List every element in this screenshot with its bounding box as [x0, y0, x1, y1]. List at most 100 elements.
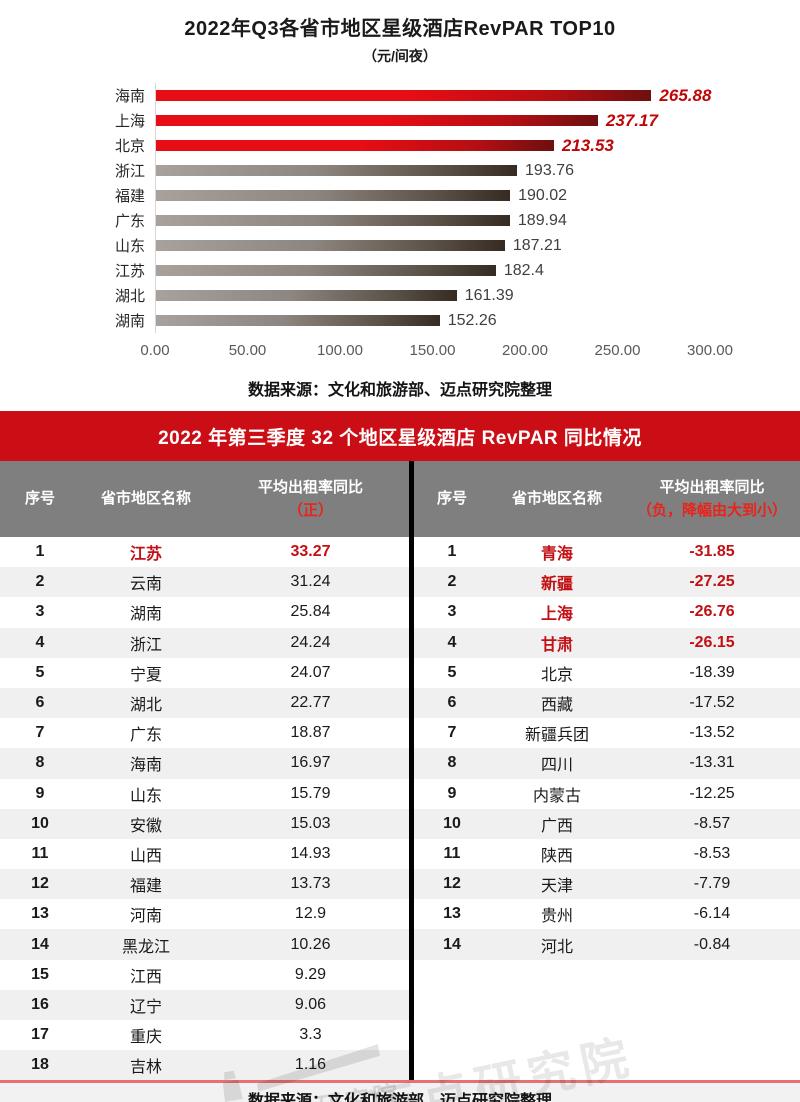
row-value: -27.25: [689, 573, 735, 591]
table-section-banner: 2022 年第三季度 32 个地区星级酒店 RevPAR 同比情况: [0, 411, 800, 461]
row-region-name: 内蒙古: [532, 787, 581, 805]
header-value: 平均出租率同比 （正）: [212, 461, 409, 537]
bar-value-label: 187.21: [512, 236, 562, 254]
row-index: 5: [447, 663, 457, 681]
table-row: 16 辽宁 9.06: [0, 989, 409, 1020]
row-value: 24.24: [290, 633, 331, 651]
row-value: -26.76: [689, 603, 735, 621]
table-row: 10 广西 -8.57: [414, 808, 800, 839]
bar-chart: 海南 265.88 上海 237.17 北京 213.53 浙江 193.76 福建 190.02…: [0, 83, 800, 333]
bar: [156, 90, 652, 101]
bar-row: 湖南 152.26: [0, 308, 800, 333]
positive-change-table: 序号 省市地区名称 平均出租率同比 （正） 1 江苏 33.27 2 云南 31.24 3 湖…: [0, 461, 409, 1081]
table-row: 17 重庆 3.3: [0, 1020, 409, 1050]
bar-row: 湖北 161.39: [0, 283, 800, 308]
header-value-sub: （负，降幅由大到小）: [636, 502, 787, 519]
revpar-top10-chart-section: 2022年Q3各省市地区星级酒店RevPAR TOP10 （元/间夜） 海南 26…: [0, 0, 800, 400]
row-value: 25.84: [290, 603, 331, 621]
row-index: 2: [447, 573, 457, 591]
bar-row: 北京 213.53: [0, 133, 800, 158]
row-region-name: 河北: [540, 938, 573, 956]
row-region-name: 广西: [540, 817, 573, 835]
chart-title: 2022年Q3各省市地区星级酒店RevPAR TOP10: [184, 18, 616, 40]
row-index: 13: [31, 905, 49, 923]
table-row: 5 宁夏 24.07: [0, 658, 409, 688]
table-row: 9 内蒙古 -12.25: [414, 779, 800, 809]
row-index: 8: [35, 754, 45, 772]
table-row: 5 北京 -18.39: [414, 658, 800, 688]
bar-track: 237.17: [155, 108, 715, 133]
table-row: 1 青海 -31.85: [414, 537, 800, 567]
row-value: 14.93: [290, 844, 331, 862]
row-region-name: 福建: [129, 878, 162, 896]
bar-value-label: 237.17: [605, 110, 658, 130]
row-region-name: 江苏: [129, 546, 162, 564]
page-footer: 数据来源：文化和旅游部、迈点研究院整理: [0, 1083, 800, 1102]
table-row: 1 江苏 33.27: [0, 537, 409, 567]
row-region-name: 浙江: [129, 636, 162, 654]
row-region-name: 新疆兵团: [524, 727, 589, 745]
row-region-name: 湖南: [129, 606, 162, 624]
negative-change-table: 序号 省市地区名称 平均出租率同比 （负，降幅由大到小） 1 青海 -31.85 2 新…: [414, 461, 800, 1081]
footer-source-note: 数据来源：文化和旅游部、迈点研究院整理: [247, 1093, 552, 1102]
row-value: -0.84: [693, 935, 731, 953]
row-value: 12.9: [294, 905, 327, 923]
row-value: 9.29: [294, 965, 327, 983]
row-index: 2: [35, 573, 45, 591]
row-value: 13.73: [290, 875, 331, 893]
row-region-name: 黑龙江: [121, 938, 170, 956]
header-index: 序号: [24, 490, 55, 508]
bar-category-label: 福建: [114, 188, 145, 205]
bar: [156, 315, 440, 326]
row-value: -8.53: [693, 844, 731, 862]
row-value: -6.14: [693, 905, 731, 923]
bar-track: 182.4: [155, 258, 715, 283]
bar-value-label: 182.4: [503, 261, 544, 279]
table-row: 12 福建 13.73: [0, 869, 409, 900]
x-axis-tick: 100.00: [317, 342, 363, 359]
bar-track: 265.88: [155, 83, 715, 108]
bar-value-label: 161.39: [464, 286, 514, 304]
bottom-accent-line: [0, 1080, 800, 1084]
row-index: 18: [31, 1056, 49, 1074]
positive-table-header: 序号 省市地区名称 平均出租率同比 （正）: [0, 461, 409, 537]
row-region-name: 山东: [129, 787, 162, 805]
x-axis-tick: 300.00: [687, 342, 733, 359]
bar-track: 189.94: [155, 208, 715, 233]
table-row: 2 云南 31.24: [0, 567, 409, 598]
table-row: 10 安徽 15.03: [0, 808, 409, 839]
row-index: 15: [31, 965, 49, 983]
row-region-name: 宁夏: [129, 666, 162, 684]
row-region-name: 湖北: [129, 697, 162, 715]
row-index: 1: [447, 543, 457, 561]
row-value: -12.25: [689, 784, 735, 802]
bar: [156, 290, 457, 301]
row-region-name: 上海: [540, 606, 573, 624]
row-value: -7.79: [693, 875, 731, 893]
table-row: 3 湖南 25.84: [0, 597, 409, 627]
bar-category-label: 广东: [114, 213, 145, 230]
row-index: 12: [443, 875, 461, 893]
row-index: 3: [35, 603, 45, 621]
row-value: 24.07: [290, 663, 331, 681]
bar-track: 152.26: [155, 308, 715, 333]
row-region-name: 新疆: [540, 576, 573, 594]
row-index: 14: [31, 935, 49, 953]
table-row: 14 河北 -0.84: [414, 929, 800, 960]
table-row: 4 浙江 24.24: [0, 627, 409, 658]
row-index: 11: [31, 844, 49, 862]
row-value: 16.97: [290, 754, 331, 772]
row-value: 22.77: [290, 694, 331, 712]
bar-category-label: 湖南: [114, 313, 145, 330]
bar-row: 福建 190.02: [0, 183, 800, 208]
table-row: 14 黑龙江 10.26: [0, 929, 409, 960]
table-row: 11 陕西 -8.53: [414, 839, 800, 869]
row-value: 31.24: [290, 573, 331, 591]
row-region-name: 四川: [540, 757, 573, 775]
x-axis-tick: 150.00: [409, 342, 456, 359]
header-value: 平均出租率同比 （负，降幅由大到小）: [624, 461, 800, 537]
table-row: 2 新疆 -27.25: [414, 567, 800, 598]
banner-title: 2022 年第三季度 32 个地区星级酒店 RevPAR 同比情况: [158, 427, 642, 449]
header-region: 省市地区名称: [511, 490, 602, 508]
